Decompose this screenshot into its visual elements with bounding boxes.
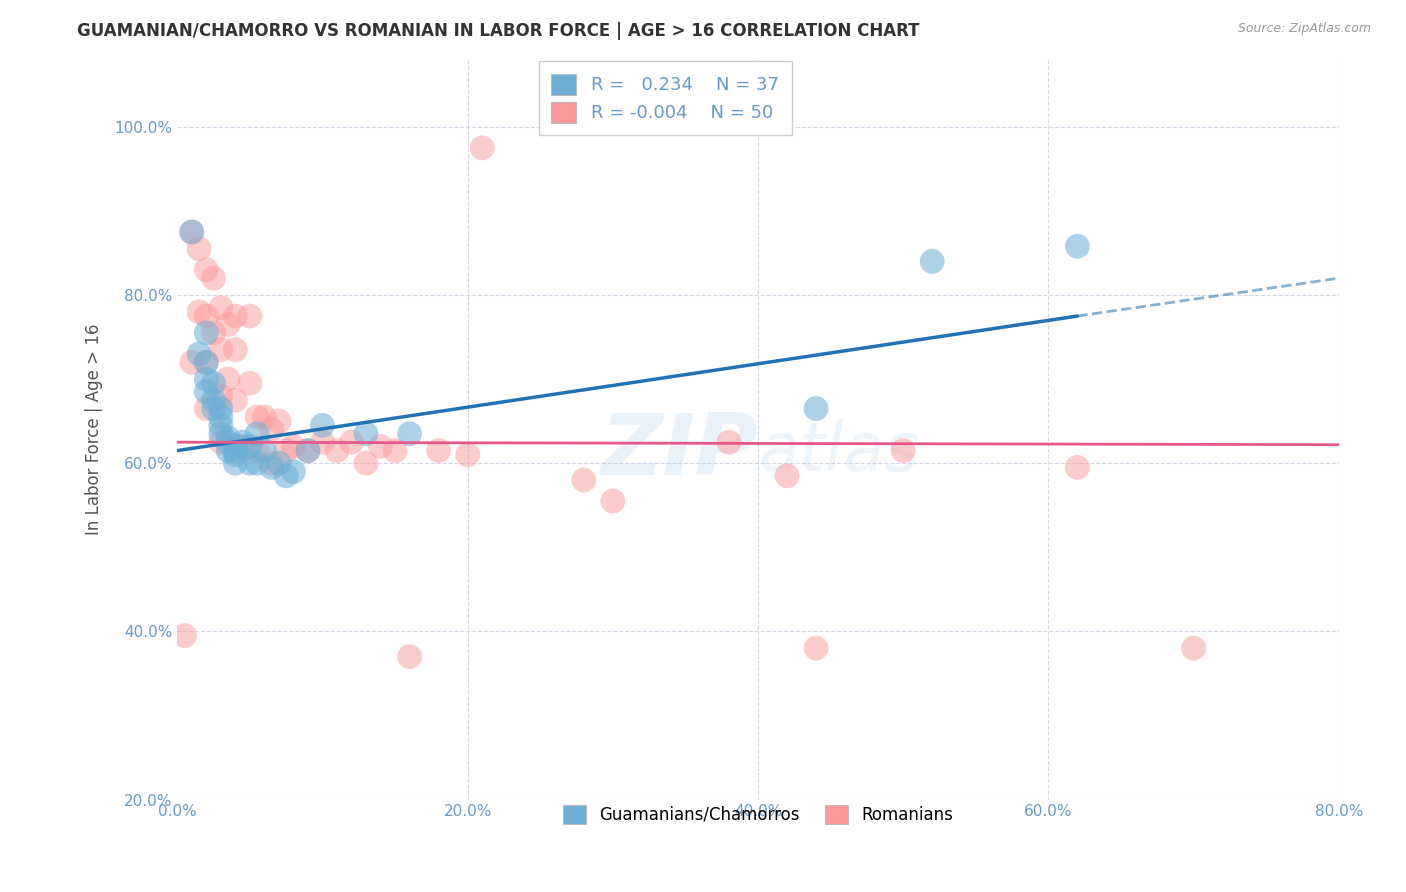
Point	[209, 435, 232, 450]
Point	[224, 448, 246, 462]
Point	[246, 456, 269, 470]
Point	[311, 435, 333, 450]
Point	[195, 384, 218, 399]
Point	[217, 435, 239, 450]
Point	[188, 347, 211, 361]
Point	[572, 473, 595, 487]
Point	[276, 443, 298, 458]
Point	[195, 309, 218, 323]
Point	[267, 414, 290, 428]
Point	[217, 318, 239, 332]
Text: GUAMANIAN/CHAMORRO VS ROMANIAN IN LABOR FORCE | AGE > 16 CORRELATION CHART: GUAMANIAN/CHAMORRO VS ROMANIAN IN LABOR …	[77, 22, 920, 40]
Point	[224, 456, 246, 470]
Point	[776, 468, 799, 483]
Point	[209, 418, 232, 433]
Point	[188, 305, 211, 319]
Legend: Guamanians/Chamorros, Romanians: Guamanians/Chamorros, Romanians	[551, 793, 965, 836]
Point	[804, 401, 827, 416]
Point	[340, 435, 363, 450]
Point	[427, 443, 450, 458]
Point	[217, 372, 239, 386]
Point	[260, 456, 283, 470]
Point	[246, 409, 269, 424]
Point	[195, 262, 218, 277]
Point	[326, 443, 349, 458]
Point	[253, 409, 276, 424]
Point	[209, 389, 232, 403]
Point	[217, 443, 239, 458]
Point	[232, 439, 254, 453]
Point	[224, 443, 246, 458]
Point	[260, 460, 283, 475]
Point	[202, 401, 225, 416]
Point	[354, 426, 377, 441]
Point	[398, 426, 420, 441]
Point	[370, 439, 392, 453]
Point	[180, 355, 202, 369]
Point	[297, 443, 319, 458]
Point	[217, 431, 239, 445]
Point	[180, 225, 202, 239]
Point	[209, 401, 232, 416]
Point	[209, 426, 232, 441]
Point	[202, 376, 225, 391]
Point	[209, 301, 232, 315]
Point	[804, 641, 827, 656]
Point	[195, 355, 218, 369]
Point	[602, 494, 624, 508]
Point	[195, 401, 218, 416]
Point	[209, 409, 232, 424]
Point	[224, 309, 246, 323]
Point	[717, 435, 740, 450]
Point	[471, 141, 494, 155]
Point	[457, 448, 479, 462]
Point	[224, 343, 246, 357]
Point	[398, 649, 420, 664]
Point	[180, 225, 202, 239]
Point	[921, 254, 943, 268]
Point	[384, 443, 406, 458]
Point	[1182, 641, 1205, 656]
Point	[311, 418, 333, 433]
Point	[188, 242, 211, 256]
Point	[239, 456, 262, 470]
Point	[354, 456, 377, 470]
Point	[232, 435, 254, 450]
Point	[246, 426, 269, 441]
Point	[202, 326, 225, 340]
Point	[267, 456, 290, 470]
Y-axis label: In Labor Force | Age > 16: In Labor Force | Age > 16	[86, 324, 103, 535]
Point	[239, 376, 262, 391]
Text: atlas: atlas	[758, 418, 920, 484]
Text: ZIP: ZIP	[600, 410, 758, 493]
Point	[239, 309, 262, 323]
Point	[202, 393, 225, 408]
Point	[253, 443, 276, 458]
Point	[224, 439, 246, 453]
Point	[246, 443, 269, 458]
Point	[283, 439, 305, 453]
Point	[173, 629, 195, 643]
Point	[891, 443, 914, 458]
Point	[195, 355, 218, 369]
Point	[260, 423, 283, 437]
Point	[1066, 460, 1088, 475]
Point	[195, 326, 218, 340]
Text: Source: ZipAtlas.com: Source: ZipAtlas.com	[1237, 22, 1371, 36]
Point	[297, 443, 319, 458]
Point	[224, 393, 246, 408]
Point	[283, 465, 305, 479]
Point	[239, 439, 262, 453]
Point	[209, 343, 232, 357]
Point	[202, 271, 225, 285]
Point	[276, 468, 298, 483]
Point	[1066, 239, 1088, 253]
Point	[195, 372, 218, 386]
